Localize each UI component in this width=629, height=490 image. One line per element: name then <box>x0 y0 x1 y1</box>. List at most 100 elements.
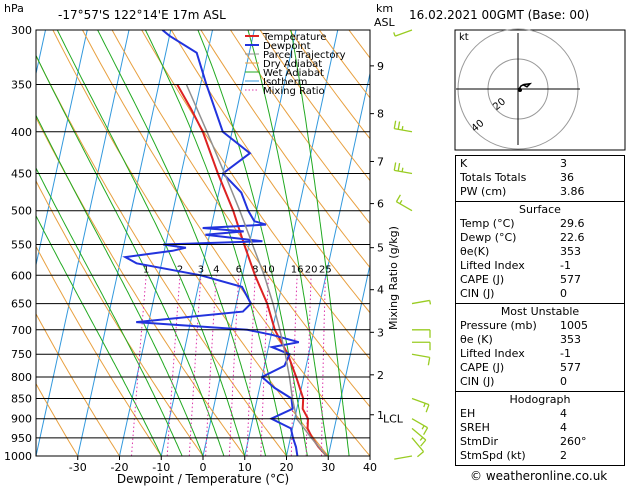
temperature-tick-label: 30 <box>321 461 335 474</box>
most-unstable-key: CIN (J) <box>460 375 560 389</box>
wind-barb-flag <box>417 452 423 457</box>
height-tick-label: 2 <box>377 369 384 382</box>
wind-barb-flag <box>430 300 431 304</box>
indices-table: K 3 Totals Totals 36 PW (cm) 3.86 Surfac… <box>455 155 625 466</box>
wind-barb-flag <box>400 200 402 203</box>
index-row-pw: PW (cm) 3.86 <box>460 185 620 199</box>
pressure-tick-label: 1000 <box>4 450 32 463</box>
pw-label: PW (cm) <box>460 185 560 199</box>
pressure-tick-label: 500 <box>11 205 32 218</box>
pressure-tick-label: 650 <box>11 298 32 311</box>
most-unstable-row: Lifted Index-1 <box>460 347 620 361</box>
height-tick-label: 3 <box>377 326 384 339</box>
pressure-tick-label: 950 <box>11 432 32 445</box>
mixing-ratio-label: 3 <box>198 264 204 275</box>
most-unstable-block: Most Unstable Pressure (mb)1005 θe (K)35… <box>456 304 624 392</box>
copyright-label[interactable]: © weatheronline.co.uk <box>470 469 607 483</box>
surface-value: -1 <box>560 259 620 273</box>
wind-barb-flag <box>398 121 399 129</box>
hodograph-key: StmSpd (kt) <box>460 449 560 463</box>
isotherm-line <box>78 30 171 456</box>
x-axis-title: Dewpoint / Temperature (°C) <box>117 472 289 486</box>
mixing-ratio-label: 25 <box>319 264 332 275</box>
surface-row: CIN (J)0 <box>460 287 620 301</box>
wind-barb-flag <box>420 437 423 440</box>
mixing-ratio-axis-title: Mixing Ratio (g/kg) <box>387 226 400 330</box>
pressure-tick-label: 450 <box>11 167 32 180</box>
most-unstable-row: Pressure (mb)1005 <box>460 319 620 333</box>
most-unstable-key: Pressure (mb) <box>460 319 560 333</box>
hodograph-key: EH <box>460 407 560 421</box>
mixing-ratio-label: 6 <box>236 264 242 275</box>
height-tick-label: 8 <box>377 108 384 121</box>
surface-row: Temp (°C)29.6 <box>460 217 620 231</box>
totals-totals-value: 36 <box>560 171 620 185</box>
surface-key: Temp (°C) <box>460 217 560 231</box>
surface-row: Lifted Index-1 <box>460 259 620 273</box>
wind-barb-flag <box>394 32 395 36</box>
hodograph-key: SREH <box>460 421 560 435</box>
surface-title: Surface <box>460 203 620 217</box>
wind-barb-flag <box>428 357 429 365</box>
hodograph-key: StmDir <box>460 435 560 449</box>
temperature-tick-label: 40 <box>363 461 377 474</box>
most-unstable-value: 353 <box>560 333 620 347</box>
most-unstable-value: 1005 <box>560 319 620 333</box>
datetime-label: 16.02.2021 00GMT (Base: 00) <box>409 8 589 22</box>
height-tick-label: 5 <box>377 242 384 255</box>
most-unstable-key: θe (K) <box>460 333 560 347</box>
wind-barb-flag <box>394 121 395 129</box>
wind-barb-flag <box>394 162 395 170</box>
most-unstable-row: θe (K)353 <box>460 333 620 347</box>
surface-value: 29.6 <box>560 217 620 231</box>
wind-barb-flag <box>421 440 426 446</box>
hodograph-value: 260° <box>560 435 620 449</box>
wind-barb-flag <box>398 163 399 171</box>
wind-barb-flag <box>424 428 428 435</box>
pressure-tick-label: 400 <box>11 126 32 139</box>
index-row-k: K 3 <box>460 157 620 171</box>
most-unstable-key: CAPE (J) <box>460 361 560 375</box>
height-tick-label: 6 <box>377 198 384 211</box>
pressure-tick-label: 750 <box>11 348 32 361</box>
mixing-ratio-label: 4 <box>213 264 219 275</box>
wind-barb-flag <box>426 405 429 413</box>
mixing-ratio-line <box>229 275 238 456</box>
most-unstable-value: 577 <box>560 361 620 375</box>
mixing-ratio-label: 20 <box>305 264 318 275</box>
height-tick-label: 7 <box>377 155 384 168</box>
pressure-unit-label: hPa <box>4 2 24 15</box>
legend-item-label: Mixing Ratio <box>263 86 325 97</box>
wind-barb <box>394 456 412 459</box>
wind-barb-flag <box>424 403 425 407</box>
pw-value: 3.86 <box>560 185 620 199</box>
wind-barb <box>412 419 428 428</box>
pressure-tick-label: 700 <box>11 324 32 337</box>
altitude-unit-label: km <box>376 2 393 15</box>
hodograph-block-title: Hodograph <box>460 393 620 407</box>
altitude-unit-asl: ASL <box>374 16 396 29</box>
location-label: -17°57'S 122°14'E 17m ASL <box>58 8 226 22</box>
wind-barb <box>412 354 430 357</box>
most-unstable-row: CIN (J)0 <box>460 375 620 389</box>
surface-row: CAPE (J)577 <box>460 273 620 287</box>
hodograph-row: StmSpd (kt)2 <box>460 449 620 463</box>
pressure-tick-label: 850 <box>11 392 32 405</box>
wind-barb-flag <box>422 426 424 429</box>
hodograph-frame <box>455 30 625 150</box>
surface-value: 577 <box>560 273 620 287</box>
most-unstable-value: -1 <box>560 347 620 361</box>
dry-adiabat-line <box>23 30 286 456</box>
wind-barb <box>396 202 412 211</box>
hodograph-value: 2 <box>560 449 620 463</box>
most-unstable-row: CAPE (J)577 <box>460 361 620 375</box>
hodograph-value: 4 <box>560 421 620 435</box>
pressure-tick-label: 350 <box>11 79 32 92</box>
mixing-ratio-line <box>167 275 180 456</box>
surface-key: Lifted Index <box>460 259 560 273</box>
